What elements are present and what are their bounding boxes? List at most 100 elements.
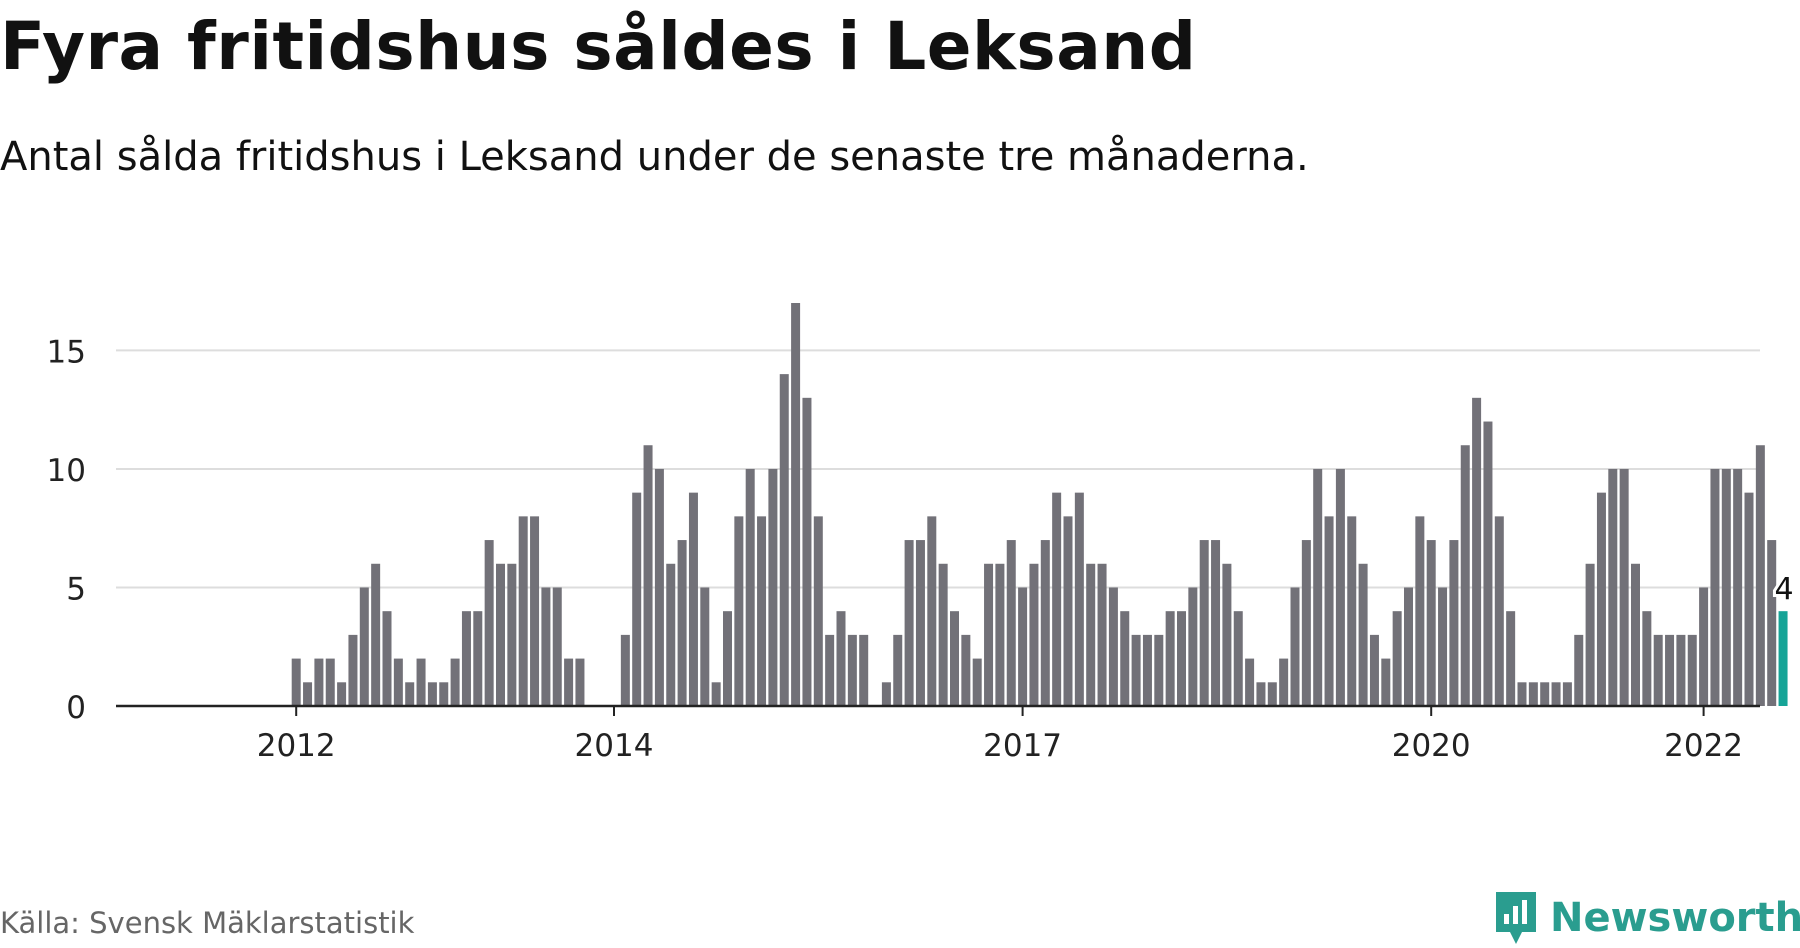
bar [779,374,789,706]
bar [666,563,676,706]
bar [1562,682,1572,706]
bar [1517,682,1527,706]
bar [1438,587,1448,706]
bar [1381,658,1391,706]
bar [450,658,460,706]
bar [348,634,358,706]
bar [382,611,392,706]
bar [915,540,925,706]
bar [416,658,426,706]
bar [734,516,744,706]
bar [1074,492,1084,706]
bar [1721,468,1731,706]
source-note: Källa: Svensk Mäklarstatistik [0,906,415,940]
bar [711,682,721,706]
x-tick-label: 2014 [575,728,654,764]
bar [1744,492,1754,706]
bar [530,516,540,706]
bar [1245,658,1255,706]
bar [1120,611,1130,706]
bar [1585,563,1595,706]
bar [1018,587,1028,706]
bar [303,682,313,706]
y-tick-label: 0 [66,690,86,726]
bar [371,563,381,706]
bar [1619,468,1629,706]
bar [791,303,801,706]
bar [473,611,483,706]
bar [1540,682,1550,706]
y-tick-label: 10 [47,453,86,489]
bar [427,682,437,706]
bar [1551,682,1561,706]
bar [700,587,710,706]
bar [802,397,812,706]
bar [1142,634,1152,706]
bar [1415,516,1425,706]
bar [1279,658,1289,706]
bar [1665,634,1675,706]
bar [507,563,517,706]
bar [461,611,471,706]
bar [847,634,857,706]
bar [1199,540,1209,706]
bar [1097,563,1107,706]
bar [825,634,835,706]
bar [541,587,551,706]
bar [484,540,494,706]
brand-logo: Newsworthy [1492,888,1800,948]
brand-name: Newsworthy [1550,895,1800,941]
last-value-label: 4 [1775,572,1794,607]
bar [1631,563,1640,706]
bar [1460,445,1470,706]
bar [1006,540,1016,706]
bar [881,682,891,706]
bar [1063,516,1073,706]
bar [1177,611,1186,706]
bar [677,540,687,706]
chart-title: Fyra fritidshus såldes i Leksand [0,8,1197,85]
bar [359,587,369,706]
chart-subtitle: Antal sålda fritidshus i Leksand under d… [0,134,1309,180]
bar [1131,634,1141,706]
bar [768,468,778,706]
bar [643,445,653,706]
bar [745,468,755,706]
bar [972,658,982,706]
bar [1222,563,1232,706]
bar [518,516,528,706]
bar [723,611,732,706]
x-tick-label: 2017 [983,728,1062,764]
bar [337,682,347,706]
bar [904,540,914,706]
bar [893,634,903,706]
bar [291,658,301,706]
bar [1290,587,1300,706]
newsworthy-logo-icon [1496,892,1536,944]
bar [620,634,630,706]
bar [1710,468,1720,706]
bar [1596,492,1606,706]
bar [1052,492,1062,706]
bar [1256,682,1266,706]
bar [995,563,1005,706]
bar [1699,587,1709,706]
bar [1608,468,1618,706]
bar [1211,540,1221,706]
bar [1574,634,1584,706]
bar [439,682,449,706]
bar [1313,468,1323,706]
bar [1528,682,1538,706]
bar [496,563,505,706]
bar [1426,540,1436,706]
bar [654,468,664,706]
bar [1358,563,1368,706]
bar [1483,421,1493,706]
bar [984,563,994,706]
bar [1687,634,1697,706]
bar [1188,587,1198,706]
bar [859,634,869,706]
bar [1653,634,1663,706]
bar [1369,634,1379,706]
